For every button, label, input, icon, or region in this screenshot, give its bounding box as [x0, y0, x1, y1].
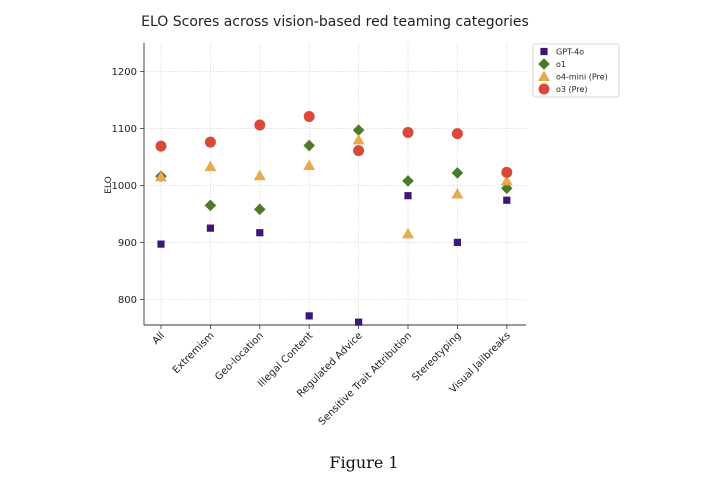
legend-label: o1 [556, 60, 566, 69]
data-point [303, 159, 316, 170]
data-point [254, 119, 266, 131]
elo-scatter-chart: ELO Scores across vision-based red teami… [104, 14, 620, 428]
data-point [206, 224, 214, 232]
x-tick-label: Extremism [171, 330, 217, 376]
data-point [204, 160, 217, 172]
series-o4-mini-pre- [155, 133, 513, 239]
legend: GPT-4o o1 o4-mini (Pre) o3 (Pre) [532, 43, 620, 98]
data-point [503, 196, 511, 204]
y-tick-label: 1200 [112, 67, 137, 78]
data-point [303, 139, 315, 152]
data-point [305, 312, 313, 320]
data-point [451, 128, 463, 140]
data-point [155, 170, 167, 182]
data-point [402, 126, 414, 138]
legend-label: GPT-4o [556, 48, 584, 57]
data-point [451, 187, 464, 199]
y-tick-label: 1100 [112, 124, 137, 135]
y-tick-label: 800 [118, 295, 137, 306]
data-point [256, 229, 264, 237]
series-gpt-4o [157, 192, 511, 326]
legend-label: o4-mini (Pre) [556, 73, 608, 82]
data-point [451, 167, 464, 179]
data-point [352, 124, 365, 136]
x-tick-label: Geo-location [213, 330, 266, 383]
y-tick-label: 1000 [112, 181, 137, 192]
data-point [402, 175, 414, 187]
data-point [402, 227, 414, 239]
data-point [253, 169, 266, 181]
data-point [404, 192, 412, 200]
chart-title: ELO Scores across vision-based red teami… [141, 14, 529, 30]
y-axis-ticks: 800 900 1000 1100 1200 [112, 67, 144, 306]
series-o3-pre- [155, 110, 513, 178]
data-point [501, 182, 513, 195]
legend-marker [538, 70, 550, 81]
figure-caption: Figure 1 [329, 453, 399, 472]
legend-marker [540, 47, 548, 56]
data-point [157, 240, 165, 248]
legend-marker [538, 83, 550, 95]
axes [143, 43, 526, 326]
data-point [501, 166, 513, 178]
data-point [453, 238, 461, 246]
legend-marker [538, 58, 550, 70]
data-point [303, 110, 315, 122]
data-point [355, 318, 363, 326]
x-tick-label: Sensitive Trait Attribution [317, 330, 414, 427]
data-point [500, 174, 513, 186]
data-point [204, 199, 217, 212]
y-tick-label: 900 [118, 238, 137, 249]
data-point [254, 203, 266, 216]
x-tick-label: All [151, 330, 168, 347]
data-point [352, 133, 365, 145]
legend-box [532, 43, 620, 98]
legend-label: o3 (Pre) [556, 85, 588, 94]
y-axis-label: ELO [104, 176, 114, 193]
data-points [155, 110, 513, 326]
data-point [155, 140, 167, 152]
data-point [204, 136, 216, 148]
x-tick-label: Stereotyping [410, 330, 463, 383]
data-point [353, 145, 365, 157]
grid-lines [144, 43, 526, 325]
